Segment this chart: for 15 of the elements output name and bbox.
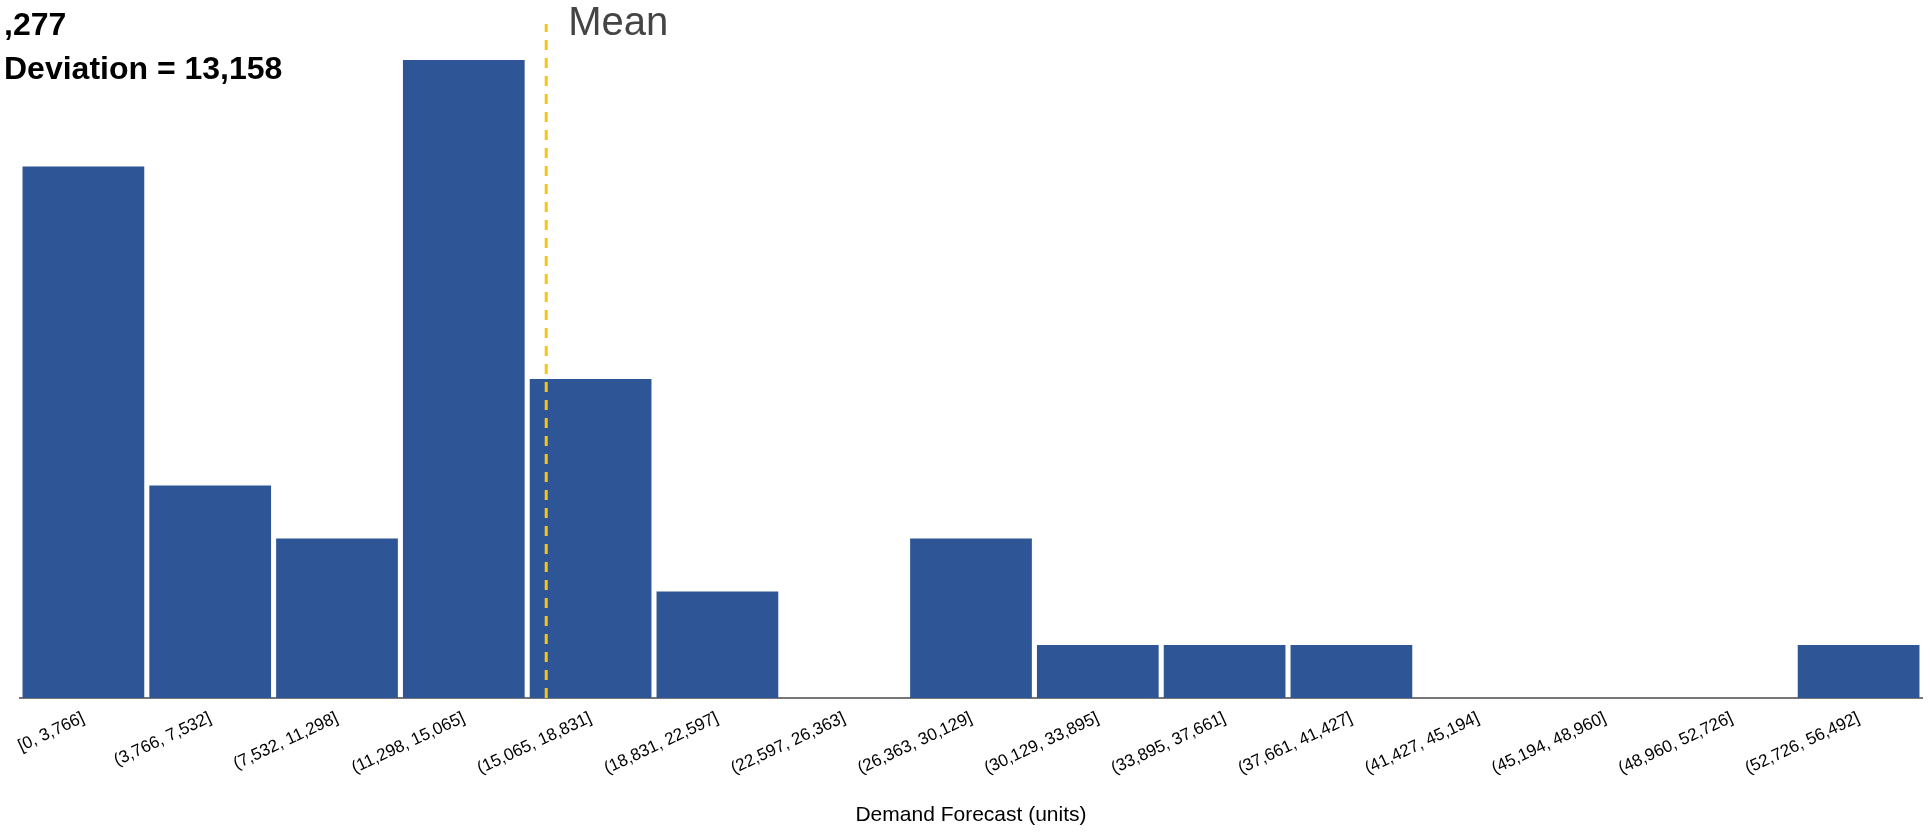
bar (910, 538, 1032, 698)
x-axis-title: Demand Forecast (units) (855, 802, 1087, 826)
bar (402, 60, 525, 698)
ref-line-label: Mean (568, 0, 669, 44)
chart-title: ,277 (4, 5, 68, 44)
bar (276, 538, 398, 698)
chart-subtitle: Deviation = 13,158 (4, 49, 283, 88)
bar (1163, 645, 1286, 698)
bar (1036, 645, 1159, 698)
bar (149, 485, 272, 698)
bar (1290, 645, 1413, 698)
bar (656, 591, 779, 698)
bar (22, 166, 145, 698)
bar (529, 378, 652, 698)
bar (1797, 645, 1920, 698)
